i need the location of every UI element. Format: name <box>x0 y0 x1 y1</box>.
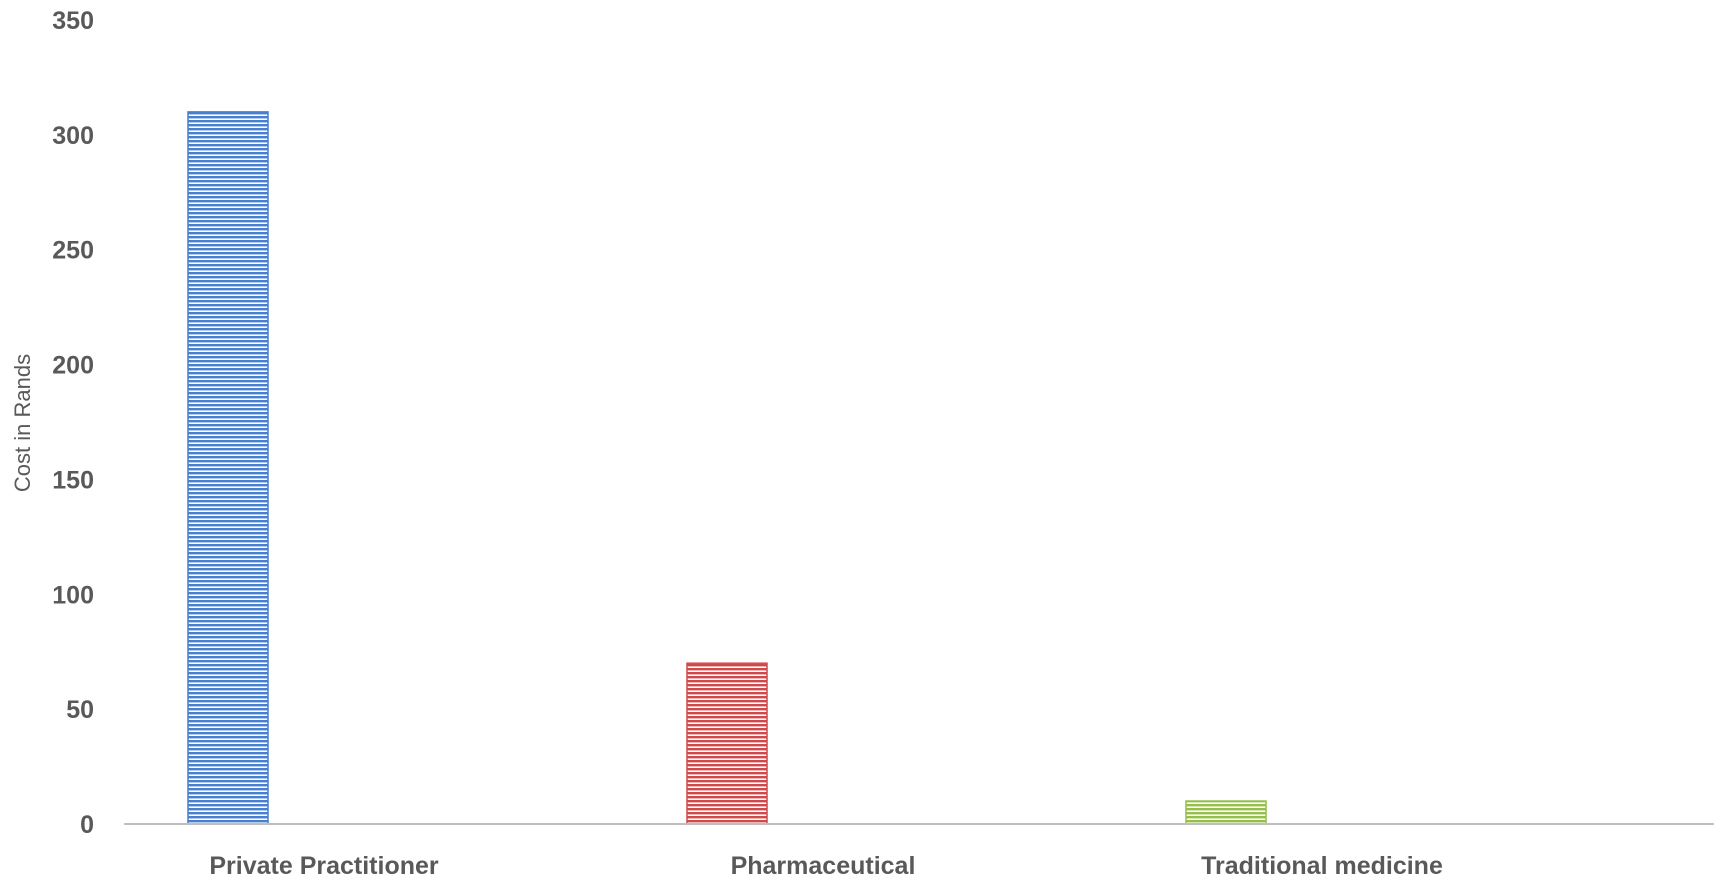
y-tick-label: 300 <box>52 122 94 150</box>
category-labels: Private Practitioner Pharmaceutical Tradit… <box>209 852 1443 880</box>
bar <box>1185 800 1267 825</box>
y-tick-label: 250 <box>52 237 94 265</box>
bars <box>187 111 1267 825</box>
bar <box>187 111 269 825</box>
y-tick-label: 150 <box>52 466 94 494</box>
y-tick-label: 100 <box>52 581 94 609</box>
y-tick-label: 0 <box>80 811 94 839</box>
y-tick-label: 200 <box>52 352 94 380</box>
y-tick-label: 350 <box>52 7 94 35</box>
y-axis-ticks: 0 50 100 150 200 250 300 350 <box>52 7 94 839</box>
y-tick-label: 50 <box>66 696 94 724</box>
category-label: Traditional medicine <box>1201 852 1443 880</box>
bar <box>686 662 768 825</box>
category-label: Private Practitioner <box>209 852 439 880</box>
category-label: Pharmaceutical <box>731 852 916 880</box>
y-axis-label: Cost in Rands <box>10 354 35 492</box>
